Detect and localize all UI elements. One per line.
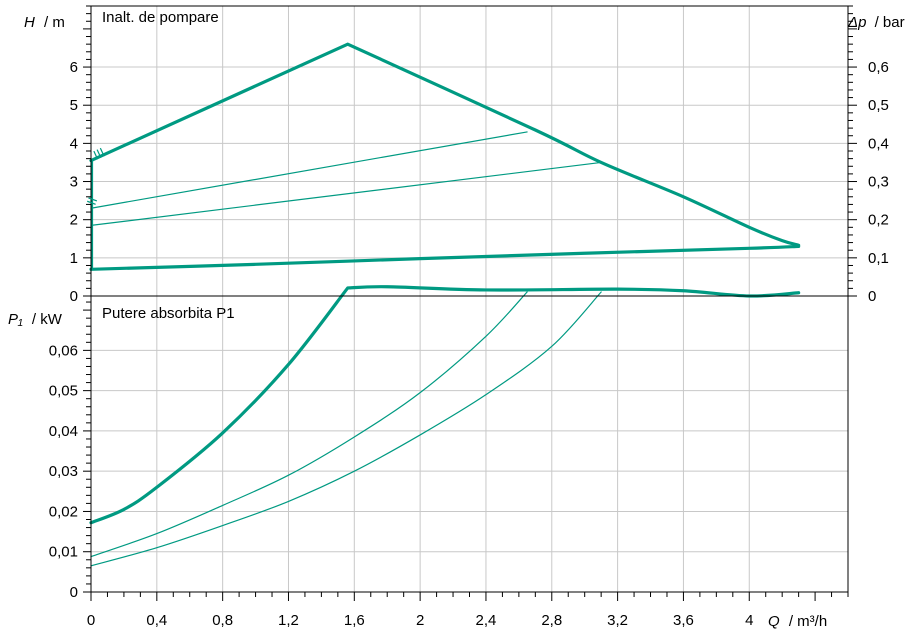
axes: 0 1 2 3 4 5 6 0 0,1 0,2 0,3 0,4 0,5 0,6 0 0,01 0,02 0,03 0… xyxy=(49,5,889,629)
x-tick-label: 4 xyxy=(745,612,753,629)
head-tick-label: 5 xyxy=(70,97,78,114)
grid-lines xyxy=(91,6,848,592)
power-tick-label: 0,01 xyxy=(49,544,78,561)
pressure-axis-label: Δp / bar xyxy=(847,14,905,31)
speed-ii-label: II xyxy=(84,195,101,207)
power-panel-title: Putere absorbita P1 xyxy=(102,305,235,322)
pressure-tick-label: 0,4 xyxy=(868,135,889,152)
power-tick-label: 0 xyxy=(70,584,78,601)
power-tick-label: 0,04 xyxy=(49,423,78,440)
curves xyxy=(89,42,801,567)
head-tick-label: 6 xyxy=(70,59,78,76)
x-tick-label: 3,6 xyxy=(673,612,694,629)
head-curve-min xyxy=(89,244,801,271)
power-axis-label: P₁ / kW xyxy=(8,311,63,328)
x-tick-label: 2,4 xyxy=(476,612,497,629)
head-axis-unit: / m xyxy=(44,14,65,31)
power-axis-unit: / kW xyxy=(32,311,63,328)
pressure-tick-label: 0,1 xyxy=(868,250,889,267)
x-tick-label: 1,6 xyxy=(344,612,365,629)
power-curve-speed-iii xyxy=(90,291,528,558)
flow-axis-var: Q xyxy=(768,613,780,630)
pressure-tick-label: 0,6 xyxy=(868,59,889,76)
x-tick-label: 0 xyxy=(87,612,95,629)
x-tick-label: 0,4 xyxy=(146,612,167,629)
pressure-tick-label: 0,5 xyxy=(868,97,889,114)
pressure-tick-label: 0,2 xyxy=(868,212,889,229)
head-axis-var: H xyxy=(24,14,35,31)
head-curve-max xyxy=(89,42,801,247)
x-tick-label: 3,2 xyxy=(607,612,628,629)
pressure-tick-label: 0,3 xyxy=(868,174,889,191)
power-axis-var: P₁ xyxy=(8,311,23,328)
flow-axis-unit: / m³/h xyxy=(789,613,827,630)
power-tick-label: 0,02 xyxy=(49,503,78,520)
x-tick-label: 2 xyxy=(416,612,424,629)
x-tick-label: 1,2 xyxy=(278,612,299,629)
flow-axis-label: Q / m³/h xyxy=(768,613,827,630)
head-axis-label: H / m xyxy=(24,14,65,31)
power-tick-label: 0,03 xyxy=(49,463,78,480)
power-tick-label: 0,05 xyxy=(49,383,78,400)
pressure-tick-label: 0 xyxy=(868,288,876,305)
x-tick-label: 2,8 xyxy=(541,612,562,629)
power-curve-speed-ii xyxy=(90,291,602,567)
power-tick-label: 0,06 xyxy=(49,342,78,359)
x-tick-label: 0,8 xyxy=(212,612,233,629)
head-tick-label: 1 xyxy=(70,250,78,267)
head-panel-title: Inalt. de pompare xyxy=(102,9,219,26)
head-tick-label: 0 xyxy=(70,288,78,305)
head-tick-label: 2 xyxy=(70,212,78,229)
head-tick-label: 4 xyxy=(70,135,78,152)
pressure-axis-unit: / bar xyxy=(875,14,905,31)
power-curve-max xyxy=(89,285,801,525)
head-tick-label: 3 xyxy=(70,174,78,191)
head-curve-speed-ii xyxy=(90,161,602,227)
head-curve-speed-iii xyxy=(90,131,528,209)
pressure-axis-var: Δp xyxy=(847,14,866,31)
